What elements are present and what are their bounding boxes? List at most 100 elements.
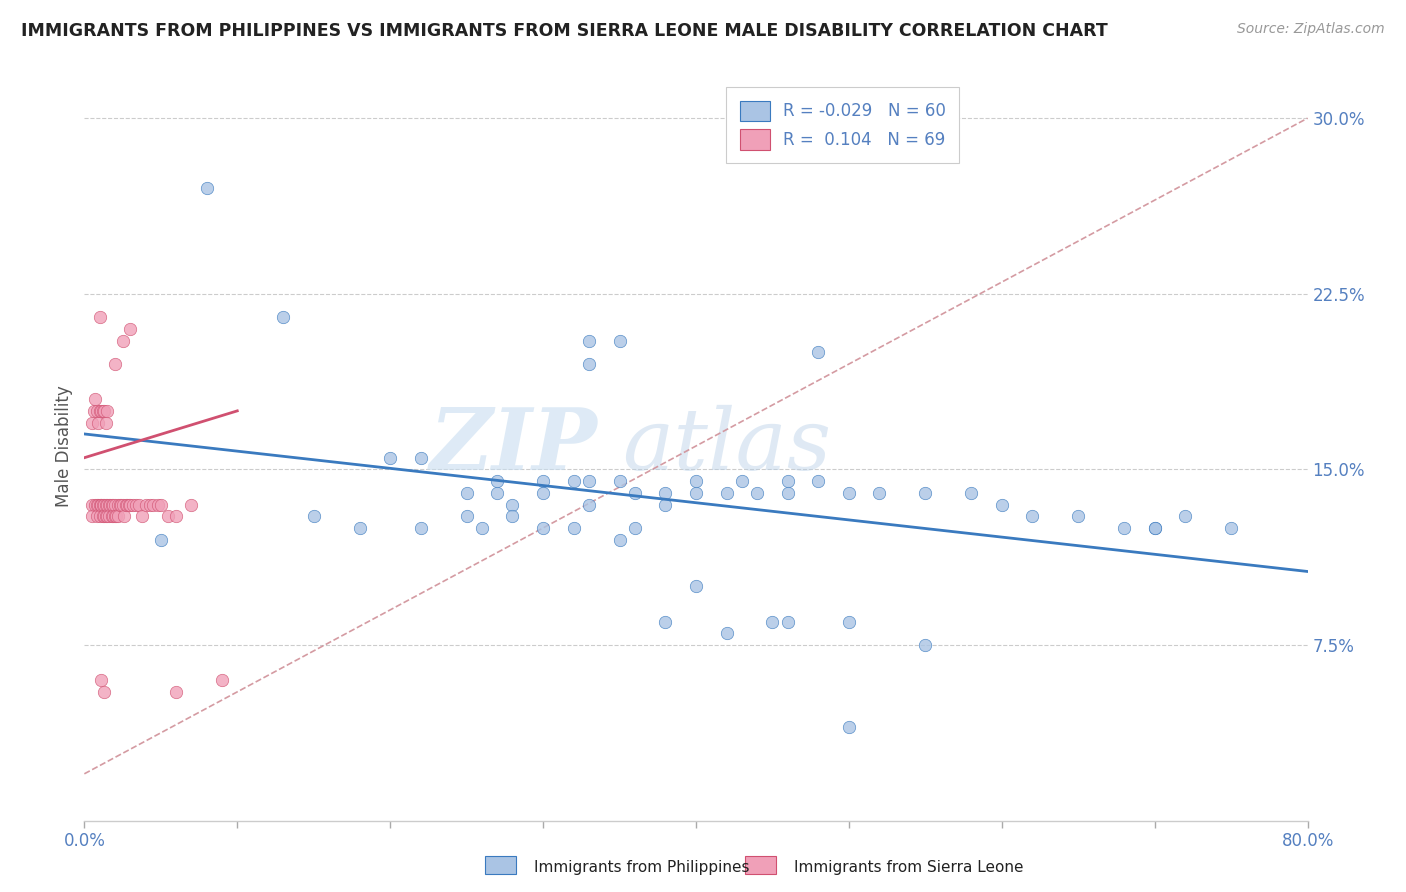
Point — [90, 498, 112, 512]
Point — [86, 509, 108, 524]
Point — [409, 450, 432, 465]
Point — [84, 392, 107, 407]
Point — [120, 498, 142, 512]
Point — [1220, 521, 1243, 535]
Point — [104, 509, 127, 524]
Point — [84, 498, 107, 512]
Point — [105, 509, 128, 524]
Point — [486, 474, 509, 488]
Point — [747, 485, 769, 500]
Point — [80, 498, 103, 512]
Point — [125, 498, 148, 512]
Point — [108, 498, 131, 512]
Point — [103, 509, 125, 524]
Point — [118, 498, 141, 512]
Point — [502, 498, 524, 512]
Point — [149, 533, 172, 547]
Point — [128, 498, 150, 512]
Point — [91, 498, 114, 512]
Point — [1143, 521, 1166, 535]
Point — [97, 509, 120, 524]
Point — [991, 498, 1014, 512]
Bar — [485, 856, 516, 874]
Y-axis label: Male Disability: Male Disability — [55, 385, 73, 507]
Point — [838, 720, 860, 734]
Point — [624, 485, 647, 500]
Point — [531, 521, 554, 535]
Point — [115, 498, 138, 512]
Point — [486, 485, 509, 500]
Text: ZIP: ZIP — [430, 404, 598, 488]
Point — [89, 404, 111, 418]
Point — [914, 485, 936, 500]
Point — [80, 509, 103, 524]
Point — [111, 498, 134, 512]
Point — [104, 498, 127, 512]
Point — [609, 334, 631, 348]
Point — [531, 474, 554, 488]
Point — [149, 498, 172, 512]
Point — [211, 673, 233, 688]
Point — [838, 615, 860, 629]
Point — [761, 615, 783, 629]
Point — [98, 498, 121, 512]
Point — [654, 615, 676, 629]
Point — [165, 509, 187, 524]
Point — [90, 673, 112, 688]
Bar — [745, 856, 776, 874]
Point — [89, 498, 111, 512]
Point — [96, 498, 118, 512]
Point — [107, 509, 129, 524]
Point — [165, 685, 187, 699]
Point — [91, 404, 114, 418]
Point — [502, 509, 524, 524]
Point — [731, 474, 754, 488]
Point — [101, 509, 124, 524]
Point — [578, 474, 600, 488]
Point — [1143, 521, 1166, 535]
Point — [349, 521, 371, 535]
Point — [776, 615, 799, 629]
Point — [93, 685, 115, 699]
Point — [807, 474, 830, 488]
Point — [93, 404, 115, 418]
Point — [716, 626, 738, 640]
Point — [1021, 509, 1043, 524]
Point — [93, 498, 115, 512]
Point — [107, 498, 129, 512]
Point — [609, 533, 631, 547]
Text: Immigrants from Sierra Leone: Immigrants from Sierra Leone — [794, 860, 1024, 874]
Point — [914, 638, 936, 652]
Point — [120, 322, 142, 336]
Point — [86, 498, 108, 512]
Point — [80, 416, 103, 430]
Point — [776, 485, 799, 500]
Point — [87, 498, 110, 512]
Point — [562, 474, 585, 488]
Point — [142, 498, 165, 512]
Point — [86, 404, 108, 418]
Point — [685, 474, 707, 488]
Point — [104, 357, 127, 371]
Point — [838, 485, 860, 500]
Point — [302, 509, 325, 524]
Point — [103, 498, 125, 512]
Point — [89, 509, 111, 524]
Point — [380, 450, 402, 465]
Point — [685, 580, 707, 594]
Point — [96, 509, 118, 524]
Point — [609, 474, 631, 488]
Point — [807, 345, 830, 359]
Point — [1067, 509, 1090, 524]
Point — [471, 521, 494, 535]
Point — [97, 498, 120, 512]
Point — [96, 404, 118, 418]
Point — [716, 485, 738, 500]
Point — [1174, 509, 1197, 524]
Point — [562, 521, 585, 535]
Point — [135, 498, 157, 512]
Point — [101, 498, 124, 512]
Point — [960, 485, 983, 500]
Text: IMMIGRANTS FROM PHILIPPINES VS IMMIGRANTS FROM SIERRA LEONE MALE DISABILITY CORR: IMMIGRANTS FROM PHILIPPINES VS IMMIGRANT… — [21, 22, 1108, 40]
Point — [624, 521, 647, 535]
